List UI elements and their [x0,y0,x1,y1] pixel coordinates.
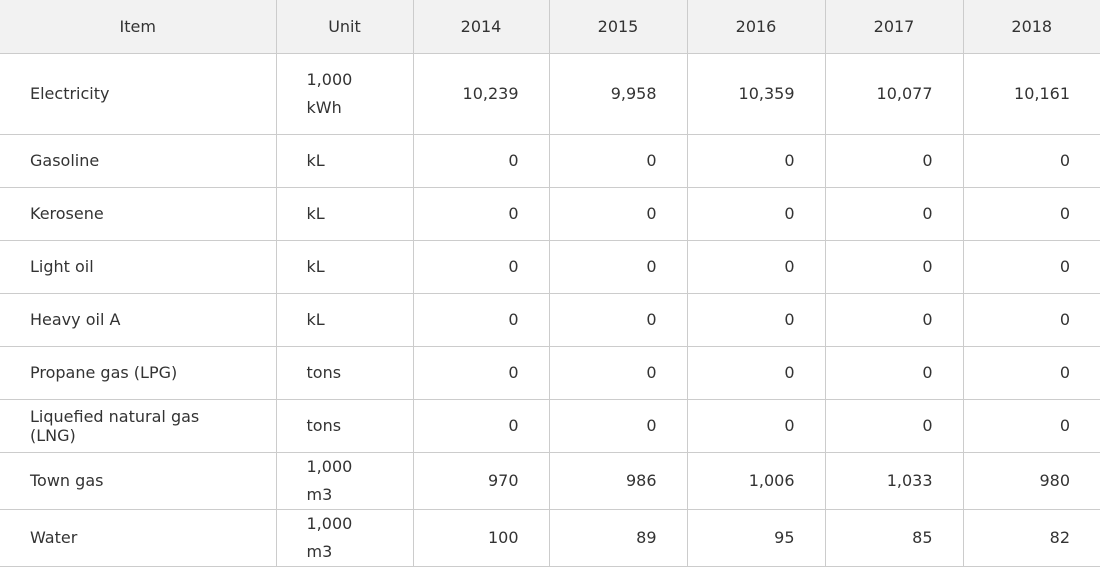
row-item: Light oil [0,239,277,294]
row-value: 0 [962,133,1100,188]
row-value: 0 [686,398,826,453]
header-year-2017: 2017 [824,0,964,54]
table-row: Propane gas (LPG) tons 0 0 0 0 0 [0,345,1100,400]
row-unit: tons [275,345,414,400]
row-value: 0 [548,292,688,347]
unit-line: 1,000 [306,69,353,89]
table-row: Water 1,000 m3 100 89 95 85 82 [0,508,1100,567]
row-value: 10,239 [412,52,550,135]
row-value: 0 [548,239,688,294]
header-item: Item [0,0,277,54]
row-item: Propane gas (LPG) [0,345,277,400]
row-unit: kL [275,186,414,241]
row-value: 0 [962,398,1100,453]
row-value: 0 [686,292,826,347]
row-value: 0 [412,292,550,347]
row-value: 9,958 [548,52,688,135]
row-unit: 1,000 kWh [275,52,414,135]
row-value: 0 [548,345,688,400]
row-unit: 1,000 m3 [275,451,414,510]
row-value: 0 [412,239,550,294]
table-row: Town gas 1,000 m3 970 986 1,006 1,033 98… [0,451,1100,510]
row-value: 970 [412,451,550,510]
row-value: 0 [412,133,550,188]
row-value: 0 [824,239,964,294]
row-value: 100 [412,508,550,567]
row-unit: 1,000 m3 [275,508,414,567]
row-item: Electricity [0,52,277,135]
header-year-2018: 2018 [962,0,1100,54]
row-value: 0 [548,398,688,453]
row-value: 0 [962,186,1100,241]
row-value: 1,033 [824,451,964,510]
header-year-2014: 2014 [412,0,550,54]
row-value: 0 [686,345,826,400]
row-value: 0 [686,133,826,188]
row-value: 0 [824,398,964,453]
row-value: 95 [686,508,826,567]
table-row: Gasoline kL 0 0 0 0 0 [0,133,1100,188]
row-value: 986 [548,451,688,510]
row-unit: kL [275,133,414,188]
row-value: 0 [548,186,688,241]
table-header-row: Item Unit 2014 2015 2016 2017 2018 [0,0,1100,54]
row-value: 0 [962,345,1100,400]
row-value: 0 [962,239,1100,294]
row-item: Kerosene [0,186,277,241]
row-value: 0 [686,186,826,241]
row-value: 1,006 [686,451,826,510]
row-value: 0 [548,133,688,188]
header-year-2016: 2016 [686,0,826,54]
row-value: 0 [412,345,550,400]
row-unit: kL [275,239,414,294]
row-value: 0 [686,239,826,294]
row-unit: kL [275,292,414,347]
row-value: 10,359 [686,52,826,135]
header-unit: Unit [275,0,414,54]
row-value: 10,161 [962,52,1100,135]
row-value: 0 [962,292,1100,347]
row-item: Town gas [0,451,277,510]
row-value: 0 [824,292,964,347]
table-row: Heavy oil A kL 0 0 0 0 0 [0,292,1100,347]
header-year-2015: 2015 [548,0,688,54]
row-value: 0 [824,133,964,188]
row-item: Water [0,508,277,567]
row-value: 0 [824,186,964,241]
row-value: 85 [824,508,964,567]
table-row: Light oil kL 0 0 0 0 0 [0,239,1100,294]
row-value: 980 [962,451,1100,510]
row-item: Heavy oil A [0,292,277,347]
row-item: Gasoline [0,133,277,188]
unit-line: kWh [306,97,342,117]
row-item: Liquefied natural gas (LNG) [0,398,277,453]
row-value: 89 [548,508,688,567]
row-value: 0 [412,398,550,453]
row-unit: tons [275,398,414,453]
row-value: 10,077 [824,52,964,135]
table-row: Liquefied natural gas (LNG) tons 0 0 0 0… [0,398,1100,453]
row-value: 82 [962,508,1100,567]
table-row: Electricity 1,000 kWh 10,239 9,958 10,359… [0,52,1100,135]
row-value: 0 [824,345,964,400]
table-row: Kerosene kL 0 0 0 0 0 [0,186,1100,241]
row-value: 0 [412,186,550,241]
